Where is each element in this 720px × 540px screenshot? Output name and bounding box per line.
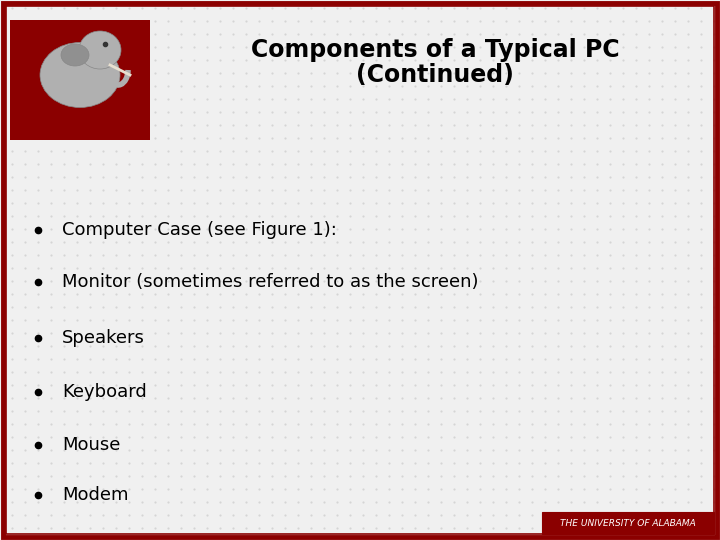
- Bar: [542, 512, 714, 534]
- Ellipse shape: [79, 31, 121, 69]
- Text: THE UNIVERSITY OF ALABAMA: THE UNIVERSITY OF ALABAMA: [560, 518, 696, 528]
- Text: Monitor (sometimes referred to as the screen): Monitor (sometimes referred to as the sc…: [62, 273, 479, 291]
- Text: Components of a Typical PC: Components of a Typical PC: [251, 38, 619, 62]
- Text: Modem: Modem: [62, 486, 128, 504]
- Text: Speakers: Speakers: [62, 329, 145, 347]
- Text: (Continued): (Continued): [356, 63, 514, 87]
- Bar: [10, 20, 150, 140]
- Text: Computer Case (see Figure 1):: Computer Case (see Figure 1):: [62, 221, 337, 239]
- Text: Keyboard: Keyboard: [62, 383, 147, 401]
- Ellipse shape: [61, 44, 89, 66]
- Ellipse shape: [40, 43, 120, 107]
- Text: Mouse: Mouse: [62, 436, 120, 454]
